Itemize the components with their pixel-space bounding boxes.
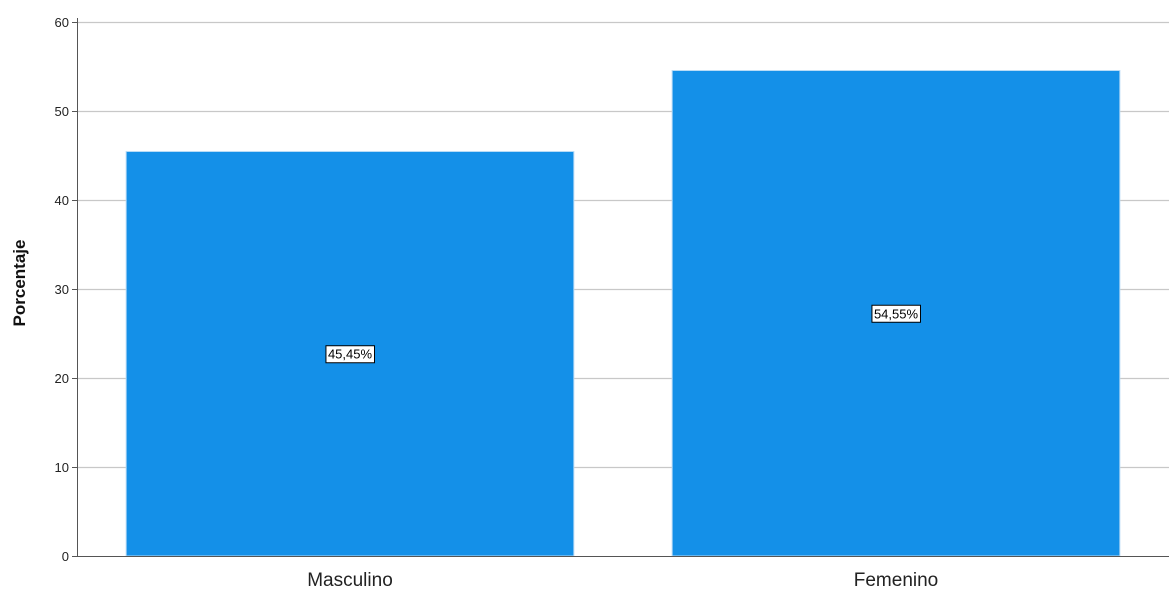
data-label-box bbox=[871, 304, 921, 323]
data-label-text: 54,55% bbox=[874, 306, 919, 321]
y-tick-label: 20 bbox=[55, 371, 69, 386]
y-tick-label: 60 bbox=[55, 15, 69, 30]
y-tick-label: 30 bbox=[55, 282, 69, 297]
data-label: 45,45% bbox=[325, 345, 375, 364]
y-tick-label: 0 bbox=[62, 549, 69, 564]
y-axis-title: Porcentaje bbox=[10, 240, 29, 327]
data-labels: 45,45% 54,55% bbox=[325, 304, 921, 364]
axes: 0 10 20 30 40 50 60 Masculino Femenino bbox=[55, 15, 1169, 591]
data-label-text: 45,45% bbox=[328, 347, 373, 362]
data-label-box bbox=[325, 345, 375, 364]
y-tick-label: 40 bbox=[55, 193, 69, 208]
bars bbox=[125, 70, 1121, 557]
y-tick-label: 10 bbox=[55, 460, 69, 475]
y-tick-label: 50 bbox=[55, 104, 69, 119]
data-label: 54,55% bbox=[871, 304, 921, 323]
x-category-label: Masculino bbox=[307, 570, 393, 589]
x-category-label: Femenino bbox=[854, 570, 939, 589]
